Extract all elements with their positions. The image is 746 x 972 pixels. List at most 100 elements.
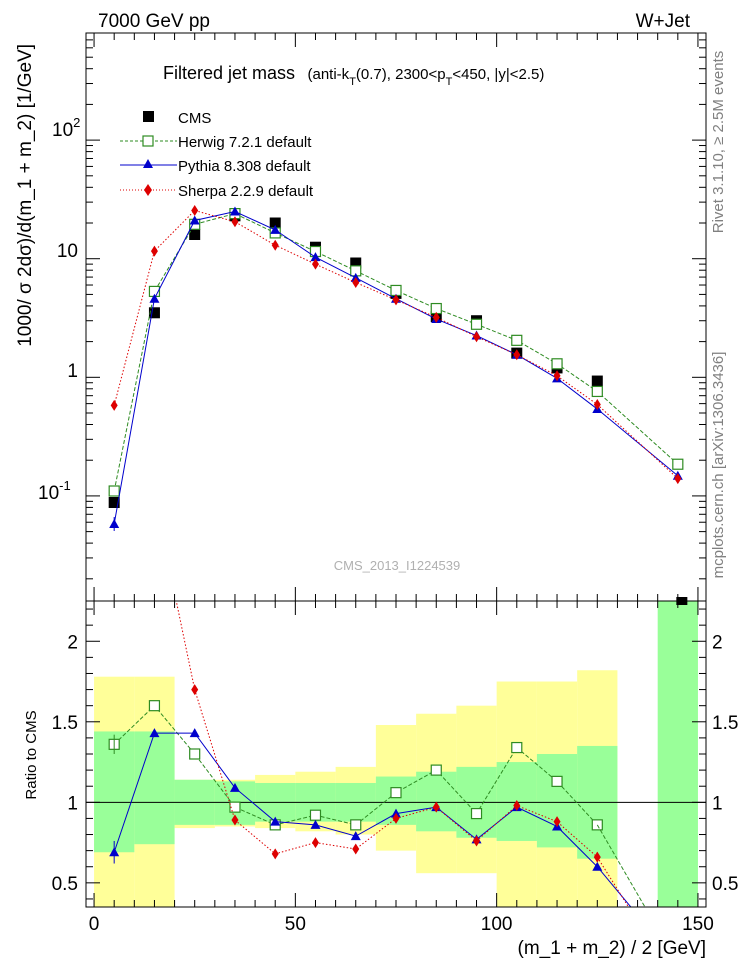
data-point: [392, 294, 400, 306]
herwig-tail: [596, 824, 646, 907]
main-series: [108, 204, 684, 531]
series-line: [113, 210, 679, 525]
green-band-bin: [657, 601, 698, 907]
ratio-tick-labels: 0.5 0.5 1 1 1.5 1.5 2 2 0 50 100 150: [52, 632, 739, 935]
data-point: [473, 331, 481, 343]
ratio-series-2: [191, 684, 601, 863]
data-point: [352, 277, 360, 289]
data-point: [310, 252, 321, 262]
ratio-lines: [108, 684, 603, 871]
x-tick-label: 150: [682, 914, 714, 935]
x-tick-label: 0: [89, 914, 100, 935]
legend-herwig-label: Herwig 7.2.1 default: [178, 134, 312, 151]
x-axis-label: (m_1 + m_2) / 2 [GeV]: [518, 938, 707, 959]
data-point: [148, 307, 160, 319]
y-tick-label-10: 10: [57, 241, 78, 262]
ratio-uncertainty-bands: [86, 601, 706, 907]
x-tick-label: 50: [285, 914, 306, 935]
plot-title-sub-2: (0.7), 2300<p: [356, 66, 446, 83]
data-point: [473, 835, 481, 847]
data-point: [149, 728, 160, 738]
data-point: [513, 800, 521, 812]
ratio-y-tick-label-left: 2: [67, 632, 78, 653]
data-point: [432, 801, 440, 813]
y-tick-base-2: 10: [38, 483, 59, 504]
ratio-y-tick-label-right: 1.5: [712, 713, 738, 734]
plot-title-sub-T2: T: [446, 76, 453, 88]
data-point: [108, 485, 120, 497]
data-point: [470, 318, 483, 330]
green-band-bin: [536, 754, 578, 848]
data-point: [350, 819, 362, 831]
plot-title-sub-1: (anti-k: [308, 66, 350, 83]
data-point: [229, 782, 240, 792]
data-point: [270, 224, 281, 234]
data-point: [271, 848, 279, 860]
ratio-series: [108, 597, 688, 907]
sherpa-head: [175, 601, 196, 690]
main-axis-ticks: [86, 32, 706, 601]
data-point: [229, 206, 240, 216]
data-point: [189, 728, 200, 738]
data-point: [310, 819, 321, 829]
data-point: [189, 229, 201, 241]
data-point: [108, 496, 120, 508]
data-point: [150, 245, 158, 257]
plot-title-main: Filtered jet mass: [163, 63, 295, 83]
data-point: [392, 812, 400, 824]
ratio-panel: Ratio to CMS 0.5 0.5 1 1 1.5 1.5 2 2 0 50 100 150 (…: [23, 597, 739, 959]
data-point: [674, 473, 682, 485]
ratio-y-tick-label-left: 1: [67, 793, 78, 814]
main-y-tick-labels: 102 10 1 10-1: [38, 115, 80, 504]
data-point: [229, 801, 241, 813]
data-point: [309, 809, 322, 821]
data-point: [511, 334, 523, 346]
series-0: [108, 210, 603, 508]
y-tick-exp-2: -1: [59, 478, 71, 493]
sherpa-tail: [596, 856, 630, 907]
legend-cms-label: CMS: [178, 110, 211, 127]
data-point: [432, 311, 440, 323]
series-2: [109, 206, 683, 528]
data-point: [231, 216, 239, 228]
y-axis-label: 1000/ σ 2dσ)/d(m_1 + m_2) [1/GeV]: [15, 44, 36, 347]
ratio-y-tick-label-right: 1: [712, 793, 723, 814]
main-panel: Filtered jet mass (anti-kT(0.7), 2300<pT…: [15, 32, 707, 602]
data-point: [189, 748, 201, 760]
ratio-y-tick-label-right: 0.5: [712, 874, 738, 895]
legend-sherpa-marker: [144, 184, 152, 196]
series-line: [113, 213, 679, 492]
data-point: [470, 807, 483, 820]
plot-title-sub-T1: T: [349, 76, 356, 88]
y-tick-label-0.1: 10-1: [38, 478, 71, 504]
legend-herwig-marker: [142, 135, 154, 147]
ratio-y-axis-label: Ratio to CMS: [23, 710, 40, 799]
data-point: [311, 837, 319, 849]
analysis-watermark: CMS_2013_I1224539: [334, 558, 461, 573]
data-point: [189, 215, 200, 225]
ratio-y-tick-label-left: 1.5: [52, 713, 78, 734]
data-point: [191, 204, 199, 216]
data-point: [592, 861, 603, 871]
data-point: [591, 375, 603, 387]
series-3: [110, 204, 682, 485]
data-point: [591, 385, 603, 398]
legend-cms-marker: [143, 111, 154, 122]
plot-title-sub-3: <450, |y|<2.5): [452, 66, 544, 83]
green-band-bin: [416, 771, 457, 832]
data-point: [231, 814, 239, 826]
ratio-axis-ticks: [86, 601, 706, 907]
plot-title: Filtered jet mass (anti-kT(0.7), 2300<pT…: [163, 63, 544, 88]
series-1: [108, 208, 684, 497]
mcplots-label: mcplots.cern.ch [arXiv:1306.3436]: [710, 352, 727, 579]
series-line: [113, 209, 679, 479]
data-point: [553, 816, 561, 828]
data-point: [270, 816, 281, 826]
data-point: [350, 257, 362, 269]
data-point: [352, 843, 360, 855]
ratio-y-tick-label-left: 0.5: [52, 874, 78, 895]
data-point: [553, 370, 561, 382]
data-point: [672, 458, 684, 470]
ratio-plot-frame: [85, 600, 707, 908]
